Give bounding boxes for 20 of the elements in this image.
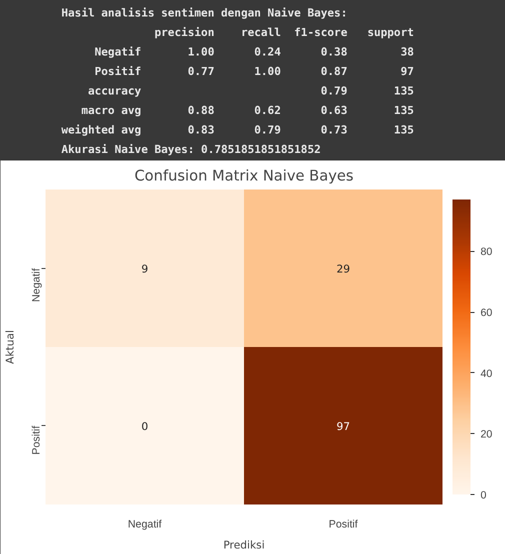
- text: precision recall f1-score support: [61, 26, 414, 39]
- text: weighted avg 0.83 0.79 0.73 135: [61, 123, 414, 136]
- data-label: 9: [141, 262, 148, 276]
- data-label: 0: [141, 420, 148, 433]
- text: Positif 0.77 1.00 0.87 97: [61, 64, 414, 78]
- text: macro avg 0.88 0.62 0.63 135: [61, 104, 414, 117]
- color-bar-label: 40: [480, 368, 492, 380]
- chart-title: Confusion Matrix Naive Bayes: [134, 168, 354, 184]
- x-axis-title: Prediksi: [223, 538, 265, 552]
- data-label: 29: [336, 262, 350, 276]
- color-bar-label: 60: [480, 307, 492, 320]
- text: accuracy 0.79 135: [61, 84, 414, 98]
- data-label: 97: [336, 420, 350, 433]
- text: Akurasi Naive Bayes: 0.7851851851851852: [61, 142, 321, 156]
- color-bar-label: 0: [480, 490, 486, 502]
- color-bar-label: 20: [480, 428, 492, 441]
- color-bar-label: 80: [480, 246, 492, 258]
- y-axis-title: Aktual: [4, 330, 16, 364]
- text: Hasil analisis sentimen dengan Naive Bayes:: [61, 6, 348, 20]
- text: Negatif 1.00 0.24 0.38 38: [61, 45, 414, 58]
